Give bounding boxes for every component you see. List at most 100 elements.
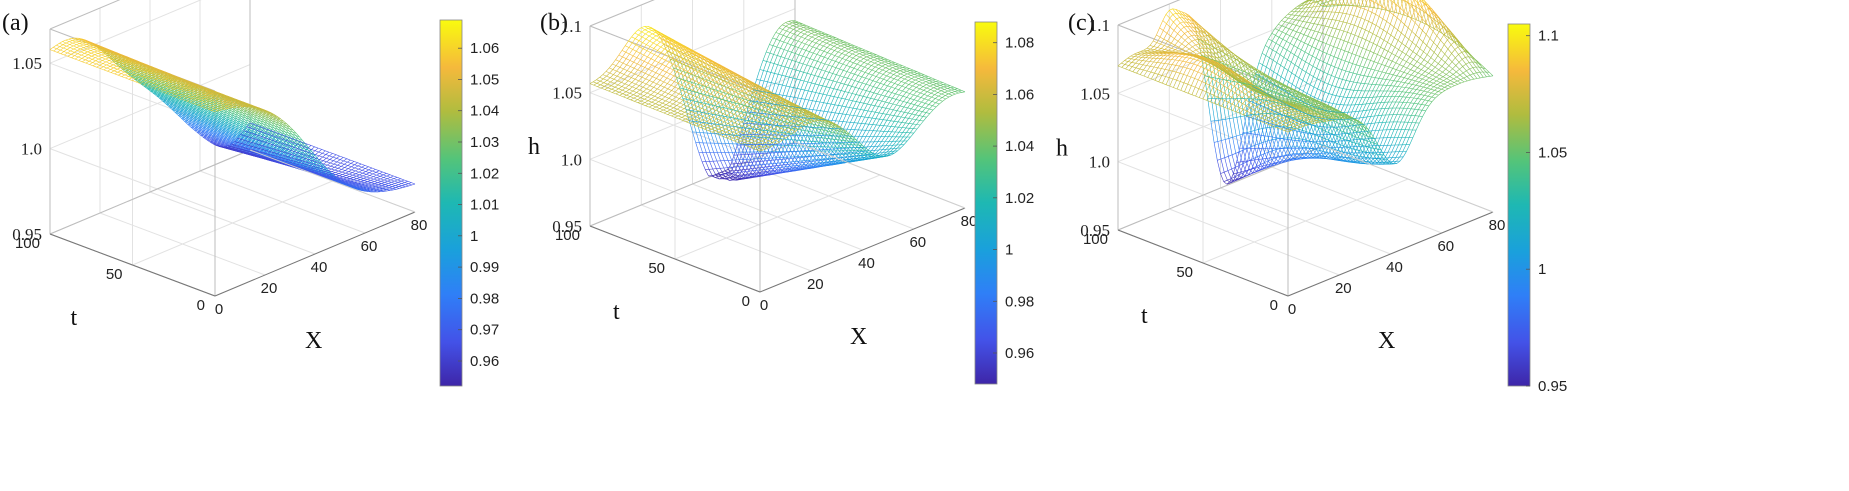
mesh-line <box>404 181 408 183</box>
mesh-line <box>106 67 111 70</box>
mesh-line <box>67 56 72 58</box>
mesh-line <box>254 135 259 140</box>
mesh-line <box>67 50 71 54</box>
mesh-line <box>357 163 362 167</box>
mesh-line <box>314 147 319 151</box>
mesh-line <box>94 54 99 57</box>
mesh-line <box>73 47 77 50</box>
axis-edge <box>49 149 251 235</box>
mesh-line <box>69 45 74 48</box>
mesh-line <box>81 54 86 57</box>
mesh-line <box>57 52 61 54</box>
mesh-line <box>331 169 335 172</box>
mesh-line <box>77 48 81 51</box>
mesh-line <box>108 60 113 63</box>
mesh-line <box>49 49 54 52</box>
mesh-line <box>334 168 339 171</box>
mesh-line <box>82 61 87 64</box>
mesh-line <box>71 57 76 60</box>
mesh-line <box>356 174 360 177</box>
mesh-line <box>329 153 333 157</box>
mesh-line <box>72 41 77 44</box>
mesh-line <box>80 51 85 54</box>
mesh-line <box>88 55 92 59</box>
mesh-line <box>66 49 71 52</box>
mesh-line <box>383 173 387 176</box>
mesh-line <box>70 48 74 52</box>
mesh-line <box>121 74 126 77</box>
mesh-line <box>370 178 374 181</box>
mesh-line <box>121 76 126 79</box>
mesh-line <box>362 174 367 177</box>
mesh-line <box>345 171 349 174</box>
mesh-line <box>340 160 344 164</box>
mesh-line <box>107 69 111 72</box>
mesh-line <box>85 62 90 65</box>
mesh-line <box>91 55 96 58</box>
mesh-line <box>86 48 91 51</box>
mesh-line <box>83 46 87 48</box>
mesh-line <box>99 63 104 66</box>
mesh-line <box>73 44 77 47</box>
mesh-line <box>393 177 398 179</box>
mesh-line <box>85 57 89 61</box>
mesh-line <box>95 58 99 61</box>
mesh-line <box>110 72 115 75</box>
mesh-line <box>53 50 58 53</box>
mesh-line <box>349 174 353 177</box>
mesh-line <box>315 151 319 155</box>
mesh-line <box>101 54 106 57</box>
mesh-line <box>333 161 338 165</box>
mesh-line <box>84 53 89 55</box>
mesh-line <box>125 77 130 80</box>
mesh-line <box>105 57 109 60</box>
mesh-line <box>73 48 78 51</box>
gridline <box>49 64 251 150</box>
mesh-line <box>74 56 79 60</box>
mesh-line <box>110 70 115 73</box>
mesh-line <box>132 80 137 83</box>
mesh-line <box>81 56 86 59</box>
mesh-line <box>76 43 80 45</box>
mesh-line <box>375 170 380 173</box>
mesh-line <box>72 39 76 41</box>
mesh-line <box>95 60 100 63</box>
mesh-line <box>331 167 335 170</box>
mesh-line <box>70 54 75 56</box>
mesh-line <box>344 161 348 165</box>
mesh-line <box>59 41 63 44</box>
mesh-line <box>401 182 405 184</box>
mesh-line <box>82 59 86 63</box>
mesh-line <box>102 58 106 61</box>
mesh-line <box>106 66 111 69</box>
mesh-line <box>353 175 357 178</box>
mesh-line <box>369 173 374 176</box>
mesh-line <box>108 56 112 59</box>
mesh-line <box>87 54 92 57</box>
mesh-line <box>118 73 122 76</box>
mesh-line <box>348 166 352 169</box>
mesh-line <box>258 136 262 141</box>
mesh-line <box>352 170 356 173</box>
mesh-line <box>99 60 103 63</box>
mesh-line <box>361 165 365 168</box>
mesh-line <box>117 68 121 71</box>
mesh-line <box>98 58 103 61</box>
mesh-line <box>344 168 349 171</box>
mesh-line <box>318 149 322 153</box>
mesh-line <box>73 45 77 48</box>
mesh-line <box>95 57 99 60</box>
mesh-line <box>380 179 385 182</box>
mesh-line <box>103 66 108 69</box>
mesh-line <box>337 162 341 166</box>
mesh-line <box>86 44 90 47</box>
mesh-line <box>97 50 101 52</box>
mesh-line <box>383 175 387 178</box>
mesh-line <box>366 175 370 178</box>
mesh-line <box>376 173 380 176</box>
mesh-line <box>125 76 129 79</box>
mesh-line <box>411 183 416 186</box>
mesh-line <box>80 50 85 53</box>
surface-mesh <box>49 37 416 193</box>
mesh-line <box>65 39 70 42</box>
